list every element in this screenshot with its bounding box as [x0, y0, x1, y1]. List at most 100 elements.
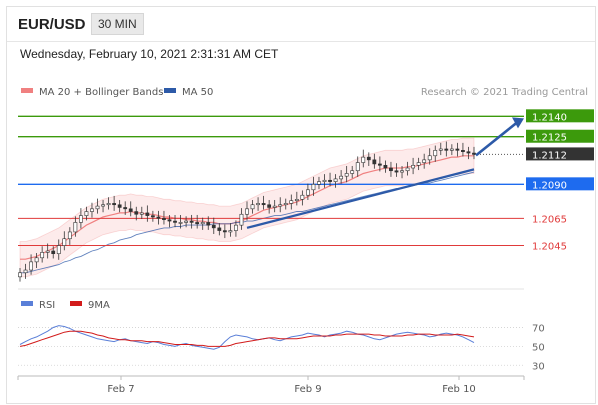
rsi-line: [19, 325, 475, 350]
candle-body: [211, 224, 216, 229]
rsi-tick-label: 50: [532, 342, 545, 353]
rsi-tick-label: 30: [532, 361, 545, 372]
candle-body: [438, 148, 443, 151]
candle-body: [272, 205, 277, 208]
resistance-level-tag-bg: [526, 129, 594, 143]
pivot-level-tag: 1.2090: [532, 180, 567, 191]
forecast-arrow-head: [512, 117, 524, 129]
candle-body: [461, 150, 465, 152]
instrument-title: EUR/USD: [18, 16, 86, 33]
candle-body: [455, 148, 460, 151]
candle-body: [422, 159, 427, 163]
support-level-tag: 1.2045: [532, 242, 567, 253]
candle-body: [394, 170, 399, 173]
candle-body: [90, 208, 94, 212]
candle-body: [189, 220, 194, 223]
candle-body: [317, 181, 321, 185]
candle-body: [289, 200, 294, 204]
candle-body: [389, 167, 393, 172]
candle-body: [95, 205, 100, 210]
candle-body: [206, 222, 211, 226]
candle-body: [294, 199, 299, 201]
timeframe-badge[interactable]: 30 MIN: [91, 13, 144, 35]
candle-body: [400, 170, 404, 173]
candle-body: [322, 179, 327, 182]
candle-body: [73, 222, 78, 233]
research-credit: Research © 2021 Trading Central: [421, 87, 588, 98]
ma50-legend-swatch: [164, 88, 176, 93]
candle-body: [256, 203, 260, 206]
candle-body: [261, 203, 266, 206]
candle-body: [139, 212, 144, 215]
x-tick-label: Feb 9: [294, 384, 321, 395]
support-level-tag: 1.2065: [532, 214, 567, 225]
candle-body: [178, 222, 183, 224]
candle-body: [117, 204, 122, 208]
resistance-level-tag-bg: [526, 109, 594, 123]
ma9-legend-swatch: [70, 301, 82, 306]
candle-body: [195, 222, 200, 225]
candle-body: [173, 220, 177, 223]
candle-body: [433, 150, 438, 157]
candle-body: [466, 151, 471, 154]
rsi-ma-line: [19, 330, 475, 347]
timestamp: Wednesday, February 10, 2021 2:31:31 AM …: [20, 47, 279, 61]
candle-body: [128, 208, 133, 212]
candle-body: [234, 224, 238, 231]
candle-body: [112, 203, 117, 206]
candle-body: [383, 164, 388, 169]
candle-body: [311, 184, 316, 191]
candle-body: [200, 222, 205, 225]
ma9-legend-label: 9MA: [88, 300, 110, 311]
candle-body: [184, 220, 188, 223]
candle-body: [134, 211, 139, 215]
candle-body: [328, 179, 332, 182]
candle-body: [123, 207, 128, 210]
candle-body: [239, 213, 244, 226]
candle-body: [449, 148, 454, 151]
candle-body: [84, 211, 89, 216]
candle-body: [150, 215, 155, 218]
candle-body: [101, 204, 105, 207]
candle-body: [23, 269, 28, 274]
rsi-tick-label: 70: [532, 323, 545, 334]
candle-body: [18, 272, 22, 278]
candle-body: [162, 218, 166, 221]
candle-body: [245, 208, 249, 215]
candle-body: [278, 204, 283, 207]
candle-body: [34, 257, 39, 263]
price-level-tag-bg: [526, 147, 594, 161]
candle-body: [416, 162, 421, 166]
candle-body: [156, 216, 161, 219]
candle-body: [355, 162, 360, 172]
candle-body: [350, 170, 355, 174]
x-tick-label: Feb 7: [107, 384, 134, 395]
candle-body: [40, 252, 45, 259]
ma20-legend-label: MA 20 + Bollinger Bands: [39, 87, 163, 98]
candle-body: [79, 215, 83, 223]
pivot-level-tag-bg: [526, 177, 594, 191]
resistance-level-tag: 1.2125: [532, 133, 567, 144]
candle-body: [366, 156, 371, 161]
candle-body: [361, 156, 366, 163]
candle-body: [283, 203, 288, 206]
candle-body: [51, 250, 56, 255]
candle-body: [300, 194, 305, 200]
candle-body: [411, 164, 415, 169]
candle-body: [167, 219, 172, 222]
price-level-tag: 1.2112: [532, 150, 567, 161]
candle-body: [372, 159, 377, 165]
candle-body: [444, 148, 449, 151]
candle-body: [62, 238, 67, 246]
candle-body: [250, 204, 255, 210]
candle-body: [145, 212, 150, 216]
candle-body: [67, 231, 72, 240]
candle-body: [344, 173, 349, 177]
support-trendline: [246, 168, 475, 229]
candle-body: [377, 163, 382, 166]
rsi-legend-label: RSI: [39, 300, 55, 311]
candle-body: [222, 230, 227, 233]
resistance-level-tag: 1.2140: [532, 112, 567, 123]
candle-body: [29, 261, 33, 271]
ma50-legend-label: MA 50: [182, 87, 213, 98]
